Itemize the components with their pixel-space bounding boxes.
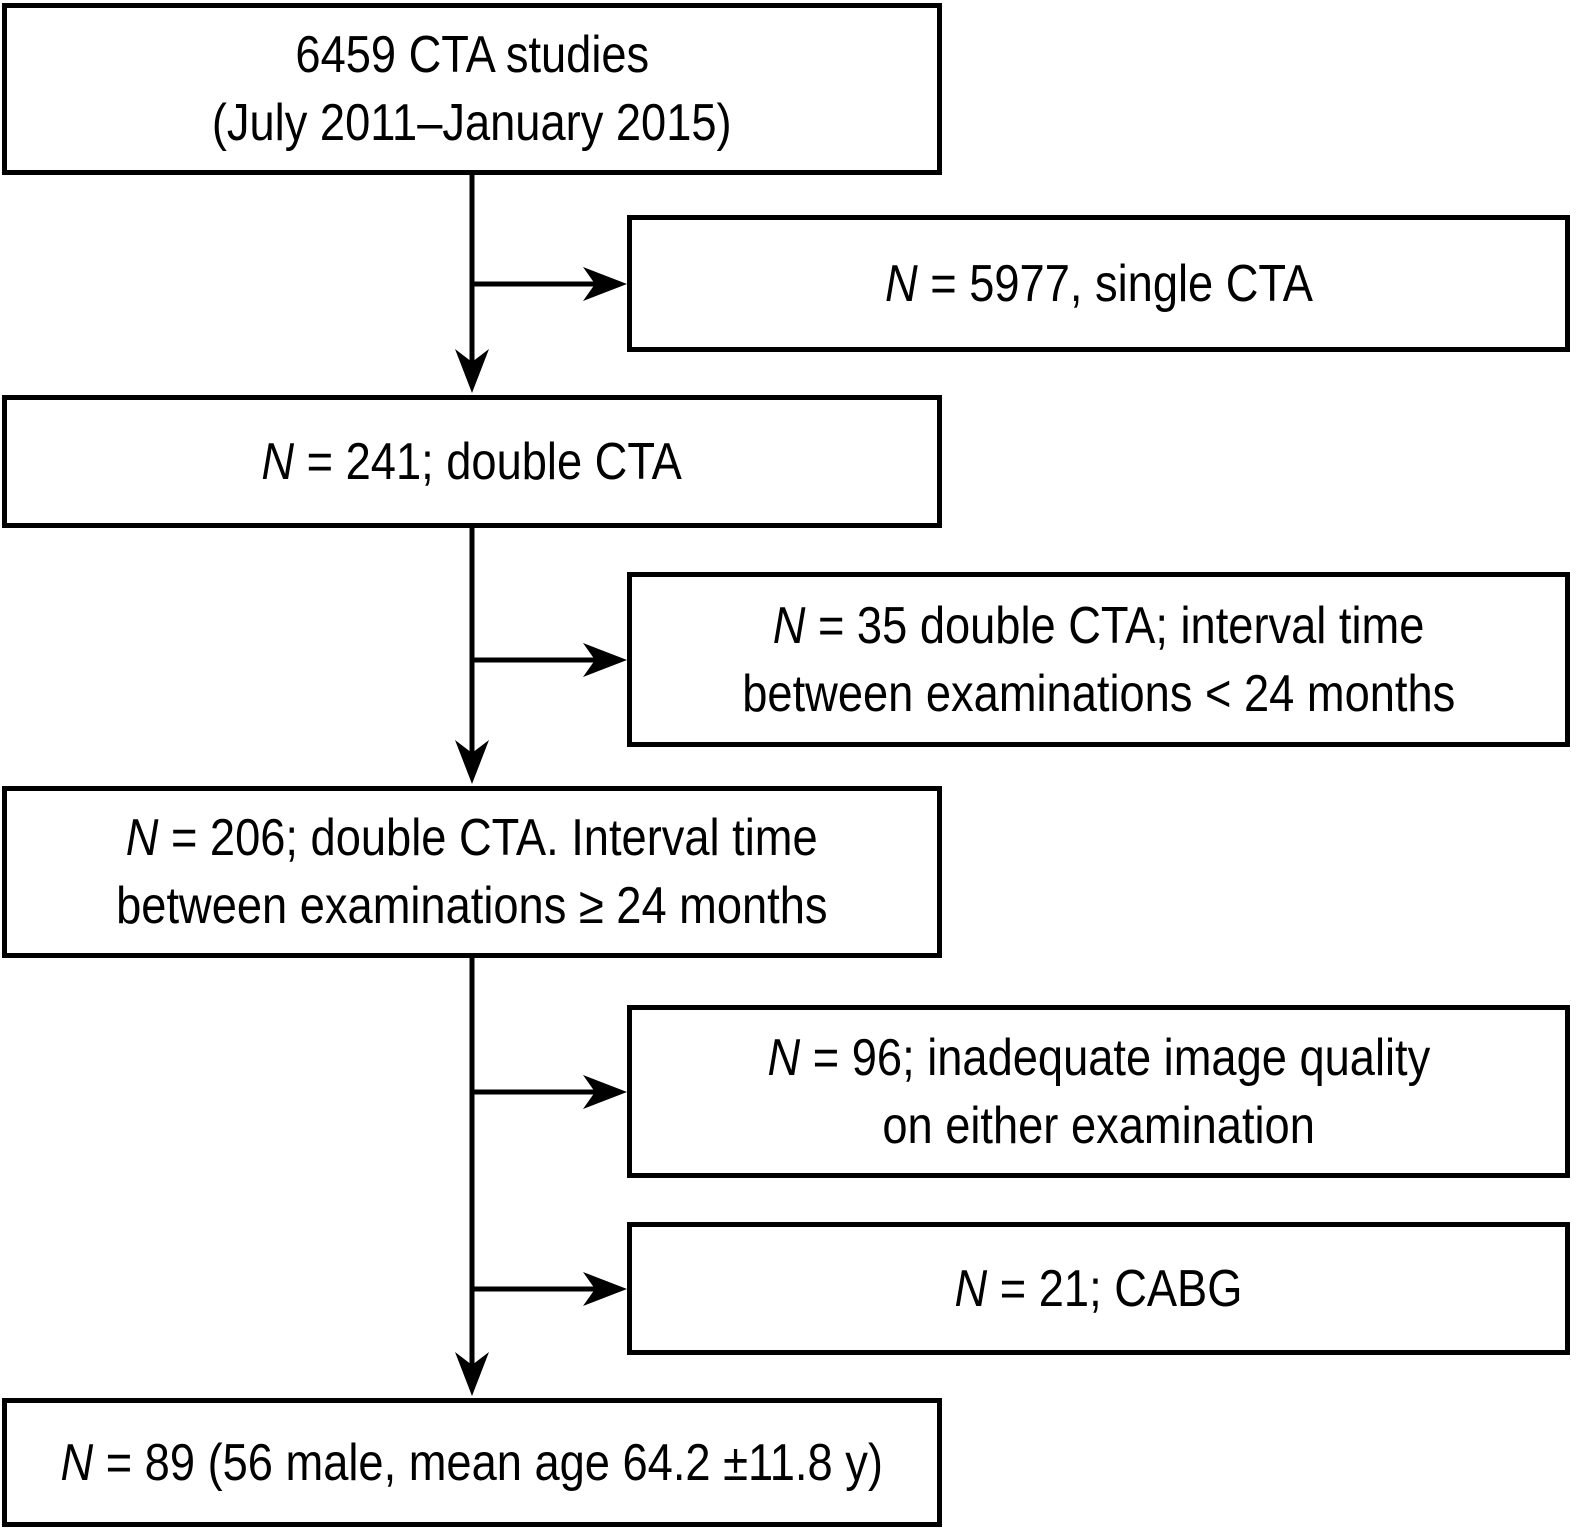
box-final-cohort: N = 89 (56 male, mean age 64.2 ±11.8 y): [2, 1398, 942, 1527]
n-variable: N: [884, 254, 918, 313]
arrowhead-right-icon: [583, 1075, 627, 1109]
box-single-cta: N = 5977, single CTA: [627, 215, 1570, 352]
box-text-line: (July 2011–January 2015): [212, 94, 732, 152]
n-variable: N: [767, 1028, 800, 1087]
arrowhead-right-icon: [583, 1272, 627, 1306]
box-text-line: N = 206; double CTA. Interval time: [126, 804, 818, 872]
box-text-line: N = 35 double CTA; interval time: [773, 592, 1425, 660]
box-total-cta-studies: 6459 CTA studies (July 2011–January 2015…: [2, 3, 942, 175]
box-text-line: 6459 CTA studies: [295, 26, 649, 84]
box-text-rest: = 35 double CTA; interval time: [805, 596, 1425, 655]
box-interval-ge-24-months: N = 206; double CTA. Interval time betwe…: [2, 786, 942, 958]
n-variable: N: [772, 596, 806, 655]
box-text-line: between examinations ≥ 24 months: [116, 877, 828, 935]
box-text-rest: = 21; CABG: [987, 1259, 1243, 1318]
box-text-rest: = 206; double CTA. Interval time: [158, 809, 818, 867]
box-cabg: N = 21; CABG: [627, 1222, 1570, 1355]
n-variable: N: [954, 1259, 988, 1318]
box-text-line: N = 5977, single CTA: [885, 250, 1313, 318]
n-variable: N: [126, 809, 159, 867]
box-text-line: N = 96; inadequate image quality: [767, 1024, 1430, 1092]
box-text-line: between examinations < 24 months: [742, 664, 1455, 723]
box-text-line: N = 89 (56 male, mean age 64.2 ±11.8 y): [61, 1429, 883, 1497]
n-variable: N: [60, 1433, 94, 1492]
box-text-line: N = 21; CABG: [955, 1255, 1243, 1323]
box-text-rest: = 89 (56 male, mean age 64.2 ±11.8 y): [93, 1433, 884, 1492]
box-text-rest: = 96; inadequate image quality: [799, 1028, 1430, 1087]
box-text-rest: = 5977, single CTA: [917, 254, 1313, 313]
box-inadequate-image-quality: N = 96; inadequate image quality on eith…: [627, 1005, 1570, 1178]
arrowhead-right-icon: [583, 643, 627, 677]
box-double-cta: N = 241; double CTA: [2, 395, 942, 528]
arrowhead-down-icon: [455, 1352, 489, 1396]
box-text-rest: = 241; double CTA: [294, 432, 683, 491]
n-variable: N: [261, 432, 295, 491]
box-text-line: N = 241; double CTA: [262, 428, 682, 496]
arrowhead-down-icon: [455, 349, 489, 393]
box-text-line: on either examination: [882, 1096, 1315, 1155]
arrowhead-down-icon: [455, 740, 489, 784]
arrowhead-right-icon: [583, 267, 627, 301]
box-interval-lt-24-months: N = 35 double CTA; interval time between…: [627, 572, 1570, 747]
